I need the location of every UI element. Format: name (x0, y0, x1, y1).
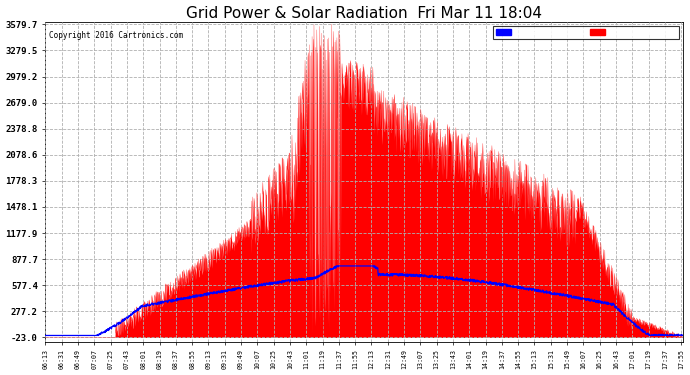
Text: Copyright 2016 Cartronics.com: Copyright 2016 Cartronics.com (48, 32, 183, 40)
Legend: Radiation (w/m2), Grid  (AC Watts): Radiation (w/m2), Grid (AC Watts) (493, 26, 679, 39)
Title: Grid Power & Solar Radiation  Fri Mar 11 18:04: Grid Power & Solar Radiation Fri Mar 11 … (186, 6, 542, 21)
